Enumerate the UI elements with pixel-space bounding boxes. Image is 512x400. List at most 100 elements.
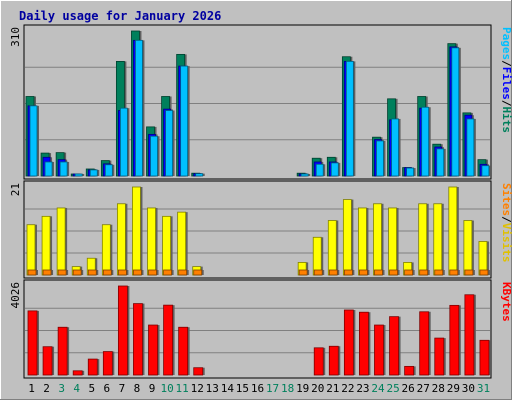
legend-entry: Sites [500,183,512,216]
bar-pages [44,161,53,177]
panel-visits: 21 Sites/Visits [9,180,512,279]
bar-pages [466,118,475,177]
bar-kbytes [148,324,158,376]
bar-visits [418,203,428,276]
panel-legend: KBytes [500,282,512,322]
bar-pages [195,173,204,177]
day-label: 24 [371,382,385,395]
bar-pages [436,148,445,177]
bar-pages [330,162,339,177]
day-label: 20 [311,382,324,395]
bar-pages [451,47,460,177]
bar-sites [193,269,203,276]
panel-frame [23,279,492,379]
bar-visits [26,224,36,276]
bar-visits [342,199,352,276]
bar-pages [74,173,83,177]
bar-pages [376,140,384,177]
day-label: 18 [281,382,294,395]
panel-legend: Sites/Visits [500,183,512,263]
panel-frame [23,24,492,180]
bar-sites [117,269,127,276]
bar-kbytes [343,309,354,376]
day-label: 23 [356,382,369,395]
panel-max-label: 310 [9,27,22,47]
day-label: 29 [447,382,460,395]
bar-visits [327,220,337,276]
bar-kbytes [419,311,430,376]
day-label: 14 [221,382,235,395]
bar-kbytes [87,358,98,376]
bar-sites [464,269,474,276]
bar-visits [162,215,171,276]
day-label: 21 [326,382,339,395]
bar-kbytes [374,324,384,376]
bar-kbytes [193,367,204,376]
bar-pages [345,61,354,177]
chart-title: Daily usage for January 2026 [19,9,221,23]
bar-sites [42,269,52,276]
day-label: 17 [266,382,279,395]
day-label: 25 [386,382,399,395]
bar-kbytes [313,347,324,376]
day-label: 10 [160,382,173,395]
bar-kbytes [57,326,68,376]
bar-pages [315,163,324,177]
bar-pages [300,173,309,177]
bar-pages [180,65,189,177]
bar-sites [178,269,188,276]
panel-max-label: 4026 [9,282,22,309]
bar-kbytes [449,304,460,376]
day-label: 11 [176,382,189,395]
legend-entry: / [500,100,512,107]
bar-visits [132,186,141,276]
bar-kbytes [434,337,445,376]
day-label: 19 [296,382,309,395]
bar-kbytes [72,370,83,376]
bar-kbytes [464,294,475,376]
day-label: 3 [58,382,65,395]
bar-visits [373,203,382,276]
bar-sites [389,269,398,276]
bar-visits [101,224,111,276]
legend-entry: Hits [500,107,512,134]
day-label: 7 [119,382,126,395]
day-label: 4 [73,382,80,395]
bar-pages [150,135,158,177]
bar-kbytes [389,316,399,376]
day-label: 26 [402,382,415,395]
bar-sites [72,269,82,276]
bar-sites [87,269,97,276]
bar-visits [147,207,156,276]
bar-sites [328,269,338,276]
bar-sites [298,269,308,276]
bar-kbytes [27,310,38,376]
bar-visits [177,211,187,276]
day-label: 12 [191,382,204,395]
bar-sites [313,269,323,276]
legend-entry: Pages [500,27,512,60]
bar-pages [89,169,98,177]
bar-kbytes [404,365,415,376]
day-label: 15 [236,382,249,395]
bar-pages [119,107,128,177]
panel-kbytes: 4026 KBytes [9,279,512,379]
panel-legend: Pages/Files/Hits [500,27,512,133]
day-label: 31 [477,382,490,395]
bar-sites [148,269,157,276]
bar-pages [481,165,490,177]
bar-visits [463,220,473,276]
day-label: 28 [432,382,445,395]
bar-visits [388,207,397,276]
bar-visits [56,207,66,276]
day-label: 13 [206,382,219,395]
bar-visits [312,236,322,276]
bar-sites [434,269,444,276]
bar-sites [374,269,383,276]
panel-frame [23,180,492,279]
legend-entry: KBytes [500,282,512,322]
bar-kbytes [328,345,339,376]
day-label: 16 [251,382,264,395]
